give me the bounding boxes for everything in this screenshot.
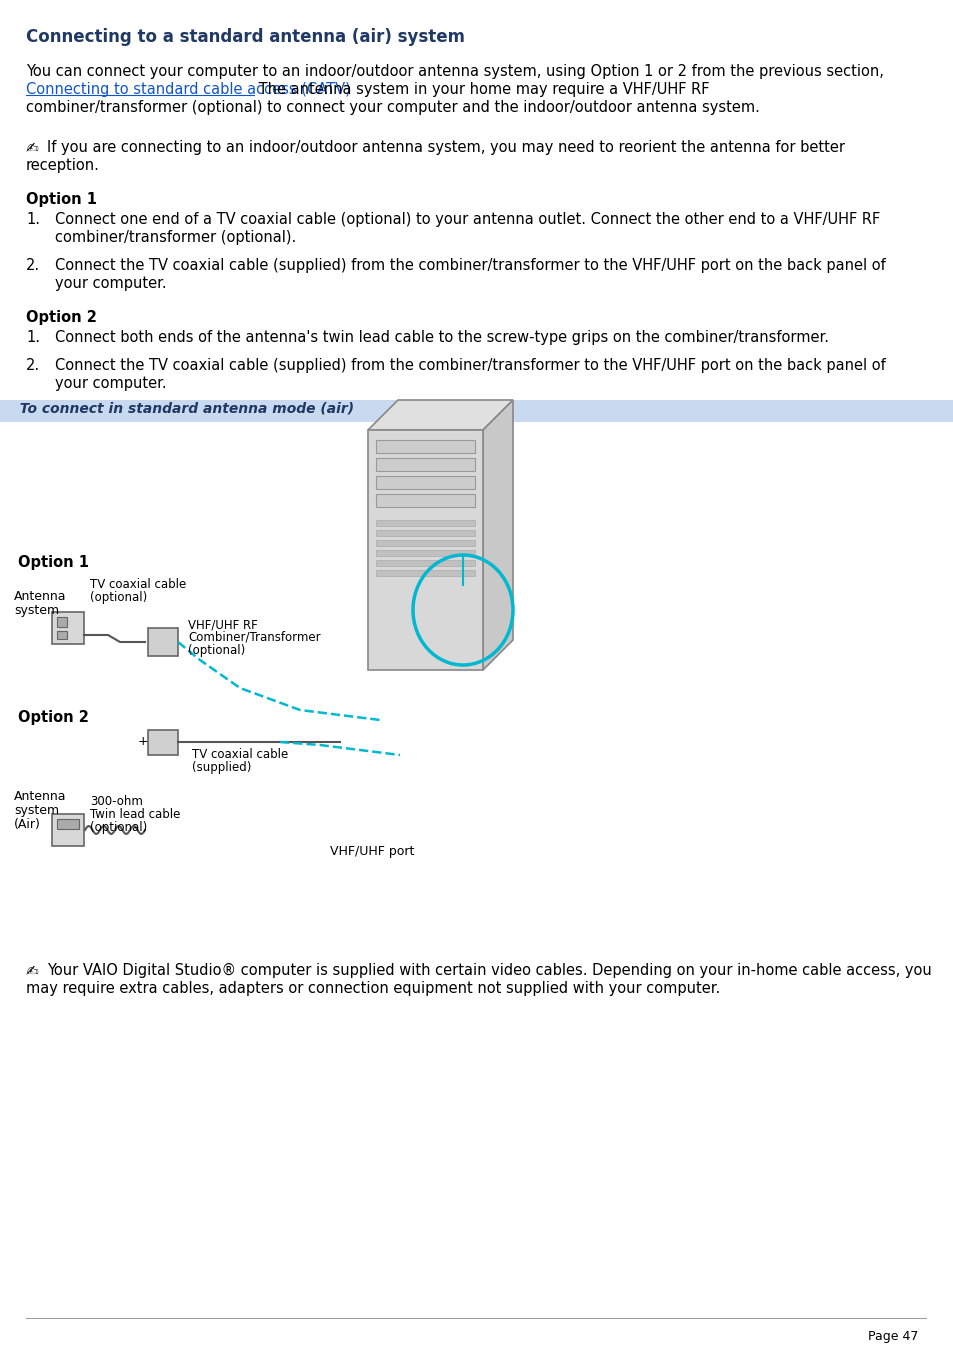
Bar	[375, 458, 475, 471]
Bar	[57, 819, 79, 830]
Text: your computer.: your computer.	[55, 276, 167, 290]
Text: Connecting to standard cable access (CATV): Connecting to standard cable access (CAT…	[26, 82, 351, 97]
Bar	[148, 628, 178, 657]
Polygon shape	[482, 400, 513, 670]
Bar	[57, 617, 67, 627]
Text: combiner/transformer (optional).: combiner/transformer (optional).	[55, 230, 296, 245]
Text: Connect one end of a TV coaxial cable (optional) to your antenna outlet. Connect: Connect one end of a TV coaxial cable (o…	[55, 212, 880, 227]
Text: system: system	[14, 604, 59, 617]
Bar	[375, 530, 475, 536]
Text: (supplied): (supplied)	[192, 761, 251, 774]
Text: VHF/UHF port: VHF/UHF port	[330, 844, 414, 858]
Text: 2.: 2.	[26, 358, 40, 373]
Text: Your VAIO Digital Studio® computer is supplied with certain video cables. Depend: Your VAIO Digital Studio® computer is su…	[47, 963, 931, 978]
Text: Combiner/Transformer: Combiner/Transformer	[188, 631, 320, 644]
Text: To connect in standard antenna mode (air): To connect in standard antenna mode (air…	[10, 403, 354, 416]
Text: your computer.: your computer.	[55, 376, 167, 390]
Text: +: +	[138, 735, 149, 748]
Text: Antenna: Antenna	[14, 790, 67, 802]
Text: ✍: ✍	[26, 963, 39, 978]
Text: combiner/transformer (optional) to connect your computer and the indoor/outdoor : combiner/transformer (optional) to conne…	[26, 100, 760, 115]
Bar	[375, 494, 475, 507]
Text: Connect the TV coaxial cable (supplied) from the combiner/transformer to the VHF: Connect the TV coaxial cable (supplied) …	[55, 358, 884, 373]
Text: Option 1: Option 1	[18, 555, 89, 570]
Bar	[375, 540, 475, 546]
Text: VHF/UHF RF: VHF/UHF RF	[188, 617, 257, 631]
Bar	[375, 440, 475, 453]
Text: Option 2: Option 2	[18, 711, 89, 725]
Bar	[0, 400, 953, 422]
Text: ✍: ✍	[26, 141, 39, 155]
Text: (optional): (optional)	[90, 821, 147, 834]
Bar	[52, 612, 84, 644]
Text: (optional): (optional)	[90, 590, 147, 604]
Text: You can connect your computer to an indoor/outdoor antenna system, using Option : You can connect your computer to an indo…	[26, 63, 882, 78]
Bar	[52, 815, 84, 846]
Text: reception.: reception.	[26, 158, 100, 173]
Text: TV coaxial cable: TV coaxial cable	[90, 578, 186, 590]
Text: Connect both ends of the antenna's twin lead cable to the screw-type grips on th: Connect both ends of the antenna's twin …	[55, 330, 828, 345]
Bar	[375, 570, 475, 576]
Bar	[375, 476, 475, 489]
Bar	[57, 631, 67, 639]
Bar	[375, 561, 475, 566]
Bar	[375, 520, 475, 526]
Text: Connecting to a standard antenna (air) system: Connecting to a standard antenna (air) s…	[26, 28, 464, 46]
Text: (optional): (optional)	[188, 644, 245, 657]
Text: TV coaxial cable: TV coaxial cable	[192, 748, 288, 761]
Text: Connect the TV coaxial cable (supplied) from the combiner/transformer to the VHF: Connect the TV coaxial cable (supplied) …	[55, 258, 884, 273]
Text: 2.: 2.	[26, 258, 40, 273]
Polygon shape	[368, 400, 513, 430]
Text: (Air): (Air)	[14, 817, 41, 831]
Bar	[375, 550, 475, 557]
Bar	[148, 730, 178, 755]
Text: 1.: 1.	[26, 330, 40, 345]
Text: 300-ohm: 300-ohm	[90, 794, 143, 808]
Text: Antenna: Antenna	[14, 590, 67, 603]
Bar	[368, 430, 482, 670]
Text: system: system	[14, 804, 59, 817]
Text: may require extra cables, adapters or connection equipment not supplied with you: may require extra cables, adapters or co…	[26, 981, 720, 996]
Text: Option 2: Option 2	[26, 309, 97, 326]
Text: Option 1: Option 1	[26, 192, 97, 207]
Text: 1.: 1.	[26, 212, 40, 227]
Text: If you are connecting to an indoor/outdoor antenna system, you may need to reori: If you are connecting to an indoor/outdo…	[47, 141, 844, 155]
Text: The antenna system in your home may require a VHF/UHF RF: The antenna system in your home may requ…	[253, 82, 709, 97]
Text: Page 47: Page 47	[867, 1329, 918, 1343]
Text: Twin lead cable: Twin lead cable	[90, 808, 180, 821]
